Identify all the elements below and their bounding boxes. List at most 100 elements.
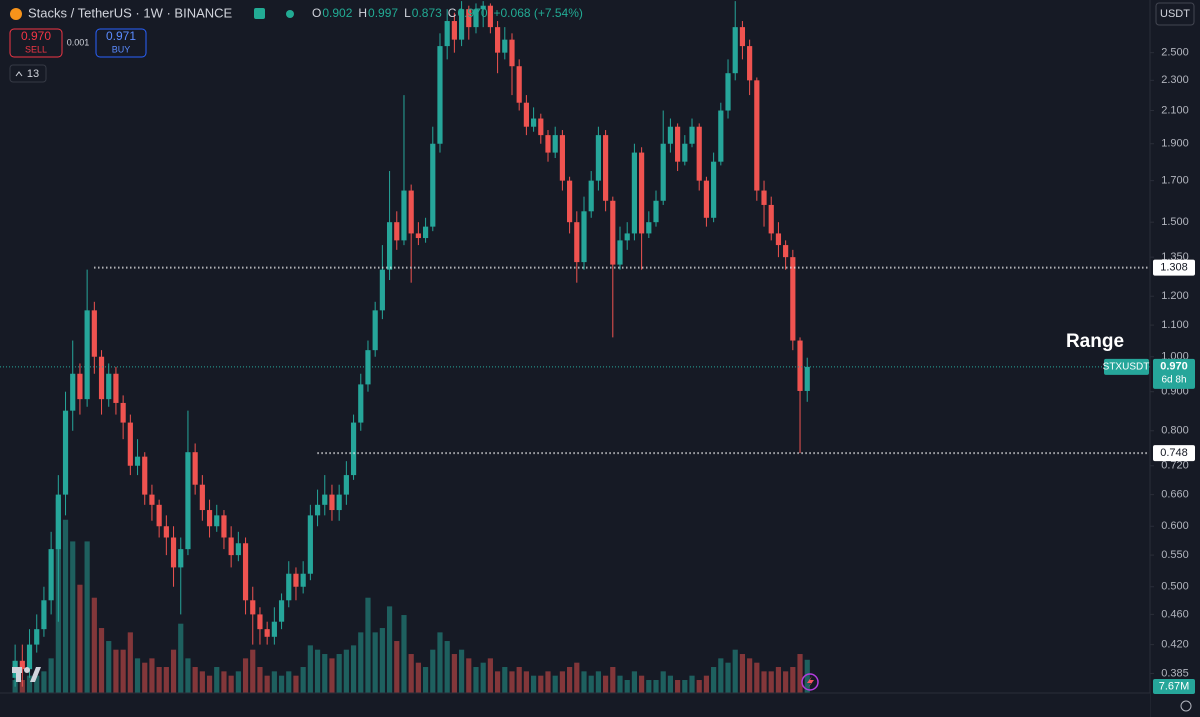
volume-bar bbox=[314, 649, 321, 693]
y-tick-label: 1.100 bbox=[1161, 319, 1189, 331]
candle-body bbox=[430, 143, 436, 227]
level-label: 0.748 bbox=[1160, 447, 1188, 459]
volume-bar bbox=[480, 662, 486, 693]
currency-button[interactable] bbox=[1155, 2, 1195, 26]
y-tick-label: 1.200 bbox=[1161, 290, 1189, 302]
candle-body bbox=[156, 504, 162, 527]
volume-bar bbox=[329, 658, 335, 693]
live-dot bbox=[286, 10, 294, 18]
volume-bar bbox=[386, 606, 393, 693]
y-tick-label: 0.460 bbox=[1161, 608, 1189, 620]
volume-bar bbox=[502, 667, 508, 693]
candle-body bbox=[451, 21, 457, 40]
volume-bar bbox=[603, 675, 609, 693]
volume-bar bbox=[739, 654, 746, 693]
volume-bar bbox=[134, 658, 141, 693]
candle-body bbox=[48, 549, 54, 601]
candle-body bbox=[538, 118, 544, 136]
candle-body bbox=[603, 135, 609, 201]
volume-bar bbox=[437, 632, 443, 693]
candle-body bbox=[34, 629, 40, 645]
volume-bar bbox=[127, 632, 133, 693]
candle-body bbox=[574, 222, 580, 263]
volume-bar bbox=[523, 671, 529, 693]
y-tick-label: 0.500 bbox=[1161, 581, 1189, 593]
candle-body bbox=[567, 180, 573, 223]
volume-bar bbox=[214, 667, 220, 693]
candle-body bbox=[336, 494, 342, 511]
candle-body bbox=[235, 543, 241, 556]
indicators-toggle[interactable] bbox=[9, 64, 47, 83]
candle-body bbox=[228, 537, 234, 556]
candle-body bbox=[394, 222, 400, 241]
candle-body bbox=[653, 200, 659, 223]
volume-bar bbox=[487, 658, 493, 693]
volume-bar bbox=[444, 641, 450, 693]
candle-body bbox=[178, 549, 184, 568]
ohlc-key: O bbox=[312, 6, 321, 20]
price-axis-panel bbox=[1150, 0, 1200, 717]
candle-body bbox=[502, 39, 508, 53]
candle-body bbox=[271, 621, 277, 637]
volume-bar bbox=[185, 658, 191, 693]
volume-bar bbox=[451, 654, 457, 693]
volume-bar bbox=[804, 659, 810, 693]
logo-part bbox=[30, 667, 41, 682]
candle-body bbox=[675, 126, 681, 162]
replay-button[interactable] bbox=[801, 673, 819, 691]
candle-body bbox=[221, 515, 227, 538]
volume-bar bbox=[415, 662, 421, 693]
volume-bar bbox=[783, 671, 789, 693]
volume-bar bbox=[70, 541, 76, 693]
candle-body bbox=[127, 422, 133, 466]
volume-bar bbox=[379, 628, 385, 693]
volume-bar bbox=[790, 667, 796, 693]
volume-bar bbox=[768, 671, 774, 693]
tv-logo bbox=[12, 667, 41, 682]
candle-body bbox=[300, 573, 306, 587]
candle-body bbox=[523, 102, 529, 127]
volume-bar bbox=[142, 662, 148, 693]
candle-body bbox=[725, 73, 731, 111]
settings[interactable] bbox=[1180, 700, 1192, 712]
candle-body bbox=[804, 366, 810, 391]
candle-body bbox=[113, 373, 119, 403]
candle-body bbox=[415, 233, 421, 239]
buy-button[interactable] bbox=[95, 28, 147, 58]
candle-body bbox=[250, 600, 256, 615]
candle-body bbox=[422, 226, 429, 239]
volume-bar bbox=[163, 667, 169, 693]
volume-bar bbox=[682, 680, 688, 693]
candle-body bbox=[120, 402, 126, 423]
candle-body bbox=[444, 21, 450, 47]
sell-button[interactable] bbox=[9, 28, 63, 58]
y-tick-label: 0.385 bbox=[1161, 667, 1189, 679]
volume-bar bbox=[372, 632, 378, 693]
volume-bar bbox=[531, 675, 537, 693]
volume-bar bbox=[250, 649, 256, 693]
candle-body bbox=[84, 310, 90, 400]
candle-body bbox=[257, 614, 263, 630]
y-tick-label: 1.900 bbox=[1161, 138, 1189, 150]
volume-bar bbox=[466, 658, 472, 693]
volume-bar bbox=[610, 667, 616, 693]
candle-body bbox=[322, 494, 328, 505]
candle-body bbox=[458, 9, 465, 40]
y-tick-label: 0.720 bbox=[1161, 460, 1189, 472]
ohlc-key: C bbox=[448, 6, 457, 20]
volume-bar bbox=[336, 654, 342, 693]
volume-bar bbox=[113, 649, 119, 693]
candle-body bbox=[775, 233, 782, 246]
candle-body bbox=[26, 644, 33, 670]
candle-body bbox=[307, 515, 313, 574]
volume-bar bbox=[581, 671, 587, 693]
volume-bar bbox=[34, 675, 40, 693]
volume-bar bbox=[754, 662, 760, 693]
candle-body bbox=[545, 135, 551, 153]
y-tick-label: 1.500 bbox=[1161, 216, 1189, 228]
volume-bar bbox=[646, 680, 652, 693]
volume-tag bbox=[1153, 679, 1195, 694]
volume-bar bbox=[257, 667, 263, 693]
volume-bar bbox=[653, 680, 659, 693]
candle-body bbox=[19, 660, 25, 670]
